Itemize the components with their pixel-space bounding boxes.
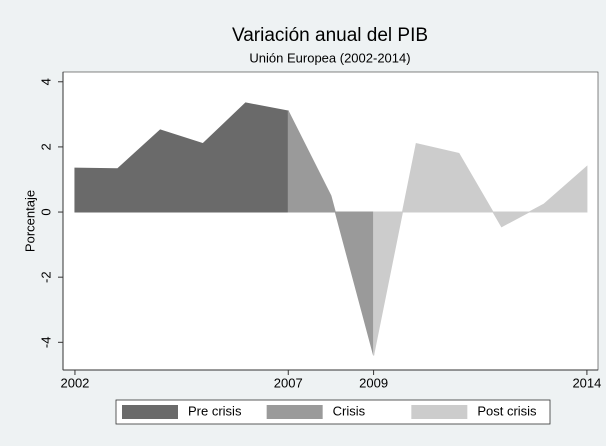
legend-label: Crisis <box>333 403 366 418</box>
y-tick-label: 4 <box>38 78 53 85</box>
x-tick-label: 2009 <box>359 375 388 390</box>
plot-area <box>62 71 599 371</box>
x-tick-label: 2007 <box>274 375 303 390</box>
y-tick-label: 0 <box>38 208 53 215</box>
y-tick-label: -2 <box>38 271 53 283</box>
legend-swatch <box>266 405 323 419</box>
y-axis-label: Porcentaje <box>22 190 37 252</box>
legend-label: Pre crisis <box>188 403 242 418</box>
legend-swatch <box>411 405 468 419</box>
legend-label: Post crisis <box>477 403 537 418</box>
legend-swatch <box>122 405 178 419</box>
legend-box <box>115 399 551 425</box>
chart-title: Variación anual del PIB <box>232 25 428 46</box>
y-tick-label: -4 <box>38 337 53 349</box>
area <box>373 143 588 356</box>
x-tick-label: 2002 <box>60 375 89 390</box>
y-tick-label: 2 <box>38 143 53 150</box>
area <box>287 110 375 356</box>
x-tick-label: 2014 <box>572 375 601 390</box>
chart-subtitle: Unión Europea (2002-2014) <box>249 50 410 65</box>
